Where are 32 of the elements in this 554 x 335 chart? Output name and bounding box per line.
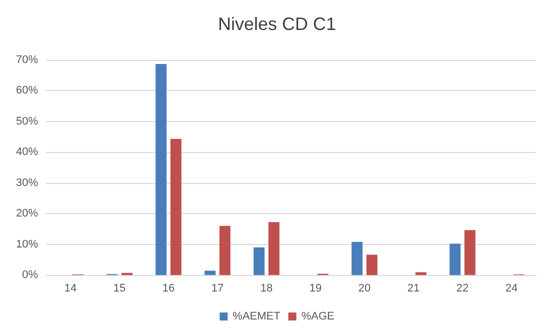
x-tick-label: 20 bbox=[358, 282, 371, 294]
y-tick-label: 60% bbox=[16, 84, 38, 97]
legend-label: %AEMET bbox=[232, 310, 281, 322]
bar bbox=[450, 244, 461, 275]
bar bbox=[464, 230, 476, 275]
bar bbox=[254, 247, 265, 275]
bar bbox=[219, 226, 230, 275]
x-tick-label: 14 bbox=[64, 282, 77, 294]
x-tick-label: 22 bbox=[456, 282, 469, 294]
bar bbox=[268, 222, 280, 275]
x-tick-label: 17 bbox=[211, 282, 224, 294]
chart-title: Niveles CD C1 bbox=[218, 14, 336, 34]
bar bbox=[366, 254, 378, 275]
y-tick-label: 30% bbox=[16, 176, 38, 189]
x-tick-label: 24 bbox=[505, 282, 518, 294]
y-tick-label: 20% bbox=[16, 208, 38, 220]
y-tick-label: 0% bbox=[22, 269, 38, 281]
bar bbox=[352, 242, 363, 275]
x-tick-label: 16 bbox=[162, 282, 175, 294]
x-tick-label: 19 bbox=[309, 282, 322, 294]
bar bbox=[204, 270, 216, 275]
y-tick-label: 70% bbox=[16, 54, 38, 66]
y-tick-label: 40% bbox=[16, 146, 38, 158]
y-tick-label: 50% bbox=[16, 115, 38, 128]
bar bbox=[170, 138, 182, 275]
x-tick-label: 15 bbox=[113, 282, 126, 294]
bar bbox=[156, 64, 167, 275]
legend-label: %AGE bbox=[301, 310, 334, 322]
x-tick-label: 21 bbox=[407, 282, 420, 294]
bar bbox=[415, 272, 426, 275]
x-tick-label: 18 bbox=[260, 282, 273, 294]
y-tick-label: 10% bbox=[16, 238, 38, 250]
